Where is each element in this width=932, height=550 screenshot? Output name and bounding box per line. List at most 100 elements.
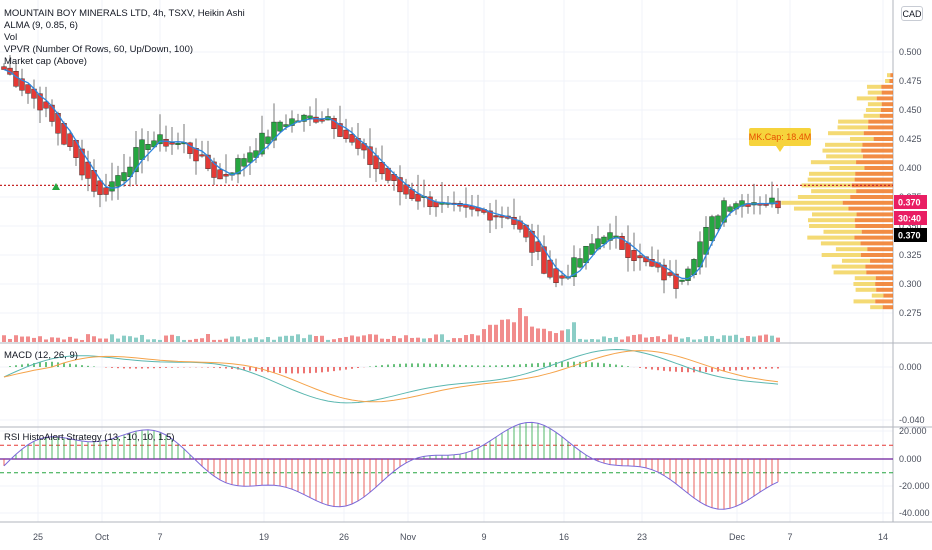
volume-bar bbox=[128, 336, 132, 342]
legend-vpvr[interactable]: VPVR (Number Of Rows, 60, Up/Down, 100) bbox=[4, 44, 194, 55]
last-price-badge-bg bbox=[894, 195, 927, 209]
candle-body bbox=[769, 197, 775, 205]
price-tick-label: 0.425 bbox=[899, 134, 922, 144]
volume-bar bbox=[188, 339, 192, 342]
vpvr-down-bar bbox=[854, 177, 893, 182]
vpvr-down-bar bbox=[854, 218, 893, 223]
volume-bar bbox=[578, 338, 582, 342]
volume-bar bbox=[248, 338, 252, 342]
candle-body bbox=[67, 133, 73, 147]
volume-bar bbox=[116, 338, 120, 342]
candle-body bbox=[331, 118, 337, 129]
vpvr-up-bar bbox=[821, 253, 861, 257]
vpvr-down-bar bbox=[855, 224, 893, 228]
candle-body bbox=[529, 230, 535, 253]
volume-bar bbox=[212, 339, 216, 342]
volume-bar bbox=[272, 339, 276, 342]
candle-body bbox=[175, 142, 181, 145]
rsi-tick-label: -40.000 bbox=[899, 508, 930, 518]
legend-alma[interactable]: ALMA (9, 0.85, 6) bbox=[4, 20, 78, 31]
candle-body bbox=[313, 116, 319, 123]
volume-bar bbox=[656, 336, 660, 342]
candle-body bbox=[661, 264, 667, 281]
price-tick-label: 0.400 bbox=[899, 163, 922, 173]
volume-bar bbox=[650, 336, 654, 342]
candles bbox=[1, 55, 781, 299]
vpvr-down-bar bbox=[867, 247, 893, 252]
candle-body bbox=[283, 124, 289, 127]
time-tick-label: 9 bbox=[481, 532, 486, 542]
time-tick-label: 23 bbox=[637, 532, 647, 542]
rsi-legend[interactable]: RSI HistoAlert Strategy (13, -10, 10, 1.… bbox=[4, 432, 175, 444]
candle-body bbox=[535, 241, 541, 252]
vpvr-up-bar bbox=[887, 73, 891, 78]
volume-bar bbox=[254, 337, 258, 342]
candle-body bbox=[589, 243, 595, 255]
candle-body bbox=[169, 142, 175, 145]
volume-bar bbox=[80, 339, 84, 342]
volume-bar bbox=[134, 337, 138, 342]
volume-bar bbox=[740, 337, 744, 342]
time-tick-label: 7 bbox=[157, 532, 162, 542]
volume-bar bbox=[350, 335, 354, 342]
vpvr-down-bar bbox=[866, 270, 893, 275]
volume-bar bbox=[422, 338, 426, 342]
vpvr-down-bar bbox=[881, 90, 893, 95]
volume-bar bbox=[494, 324, 498, 342]
signal-line bbox=[3, 350, 779, 403]
volume-bar bbox=[446, 339, 450, 342]
vpvr-up-bar bbox=[841, 258, 871, 263]
candle-body bbox=[685, 268, 691, 281]
volume-bar bbox=[602, 336, 606, 342]
volume-bar bbox=[86, 334, 90, 342]
volume-bar bbox=[548, 331, 552, 342]
volume-bar bbox=[338, 338, 342, 342]
currency-button[interactable]: CAD bbox=[901, 6, 923, 21]
candle-body bbox=[103, 187, 109, 195]
volume-bar bbox=[512, 322, 516, 342]
time-tick-label: Nov bbox=[400, 532, 417, 542]
volume-bar bbox=[488, 324, 492, 342]
volume-bar bbox=[170, 334, 174, 342]
vpvr-up-bar bbox=[838, 119, 869, 124]
vpvr-up-bar bbox=[833, 270, 867, 275]
legend-vol[interactable]: Vol bbox=[4, 32, 18, 43]
price-tick-label: 0.475 bbox=[899, 76, 922, 86]
volume-bar bbox=[140, 334, 144, 342]
market-cap-annotation bbox=[749, 128, 811, 152]
price-tick-label: 0.450 bbox=[899, 105, 922, 115]
volume-bar bbox=[746, 336, 750, 342]
candle-body bbox=[571, 257, 577, 278]
volume-bar bbox=[386, 338, 390, 342]
vpvr-up-bar bbox=[809, 171, 856, 176]
volume-bar bbox=[464, 335, 468, 342]
candle-body bbox=[19, 78, 25, 91]
volume-bar bbox=[764, 334, 768, 342]
candle-body bbox=[115, 175, 121, 187]
volume-bar bbox=[92, 336, 96, 342]
volume-bar bbox=[242, 339, 246, 342]
countdown-badge: 30:40 bbox=[898, 214, 921, 224]
price-tick-label: 0.350 bbox=[899, 221, 922, 231]
annotation-box bbox=[749, 128, 811, 146]
candle-body bbox=[637, 255, 643, 259]
macd-legend[interactable]: MACD (12, 26, 9) bbox=[4, 350, 78, 362]
vpvr-down-bar bbox=[882, 305, 893, 310]
volume-bar bbox=[224, 338, 228, 342]
volume-bar bbox=[200, 338, 204, 342]
volume-bar bbox=[614, 336, 618, 342]
legend-market-cap[interactable]: Market cap (Above) bbox=[4, 56, 87, 67]
vpvr-up-bar bbox=[822, 148, 862, 153]
volume-bar bbox=[500, 319, 504, 342]
vpvr-up-bar bbox=[854, 276, 876, 281]
volume-bar bbox=[380, 338, 384, 342]
volume-bar bbox=[308, 334, 312, 342]
vpvr-down-bar bbox=[864, 166, 893, 170]
volume-bar bbox=[440, 334, 444, 342]
vpvr-up-bar bbox=[863, 113, 880, 118]
volume-bar bbox=[8, 338, 12, 342]
volume-bar bbox=[524, 316, 528, 342]
vpvr-down-bar bbox=[879, 113, 893, 118]
